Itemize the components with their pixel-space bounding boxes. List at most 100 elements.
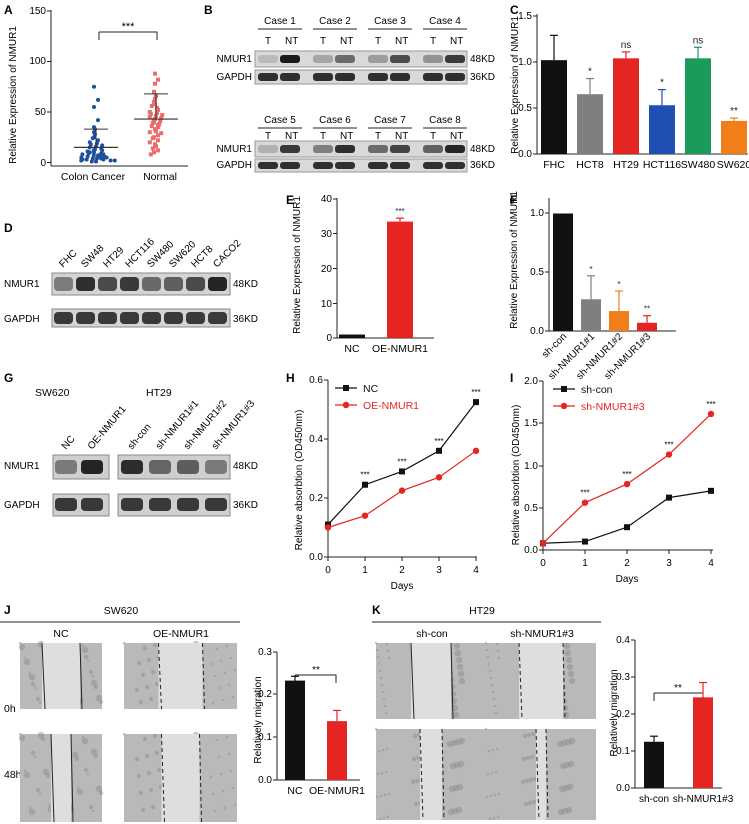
blot-band-nmur1 <box>121 460 143 474</box>
case-label: Case 6 <box>319 115 351 126</box>
blot-band-nmur1 <box>55 460 77 474</box>
bar <box>541 60 567 154</box>
scatter-point <box>90 136 95 141</box>
cell-texture <box>209 775 213 779</box>
panel-c-ytick: 0.0 <box>518 149 532 160</box>
cell-texture <box>378 669 382 673</box>
case-label: Case 8 <box>429 115 461 126</box>
blot-band-gapdh <box>142 312 161 324</box>
wound-edge <box>410 642 415 720</box>
case-label: Case 3 <box>374 16 406 27</box>
cell-texture <box>38 701 42 705</box>
series-point <box>582 538 588 545</box>
panel-i-ytick: 0.0 <box>524 545 538 556</box>
scatter-point <box>96 138 100 143</box>
cell-texture <box>93 684 99 690</box>
panel-i-xlabel: Days <box>616 574 639 585</box>
cell-texture <box>23 656 27 660</box>
cell-texture <box>486 772 490 776</box>
blot-band-nmur1 <box>54 277 73 291</box>
cell-texture <box>209 662 213 666</box>
cell-texture <box>568 737 576 745</box>
scatter-point <box>147 115 152 120</box>
cell-texture <box>23 771 31 779</box>
scatter-point <box>92 84 96 89</box>
cell-texture <box>381 690 385 694</box>
bar <box>721 120 747 154</box>
panel-f-ytick: 0.5 <box>530 267 544 278</box>
cell-texture <box>487 749 491 753</box>
cell-texture <box>154 750 160 756</box>
panel-k-ytick: 0.2 <box>616 709 630 720</box>
scatter-point <box>89 159 94 164</box>
scatter-point <box>80 152 85 157</box>
panel-k-col-sh3: sh-NMUR1#3 <box>510 628 574 640</box>
panel-h-xtick: 0 <box>325 565 331 576</box>
panel-h-ytick: 0.4 <box>309 434 323 445</box>
cell-texture <box>152 642 158 648</box>
panel-g-group-ht29: HT29 <box>146 387 172 399</box>
scatter-point <box>150 121 155 126</box>
cell-texture <box>374 641 378 645</box>
cell-texture <box>91 674 95 678</box>
panel-a-ytick: 150 <box>29 6 46 17</box>
cell-texture <box>382 697 386 701</box>
panel-h-xticks <box>327 557 477 561</box>
cell-texture <box>221 789 225 793</box>
blot-strip <box>51 272 231 296</box>
panel-g-kd-48: 48KD <box>233 461 258 472</box>
wound-gap <box>158 643 203 709</box>
series-point <box>623 480 631 488</box>
case-label: Case 4 <box>429 16 461 27</box>
panel-j-yticks <box>273 651 277 781</box>
blot-band-gapdh <box>335 162 355 169</box>
panel-g-row-gapdh: GAPDH <box>4 500 40 511</box>
cell-texture <box>377 749 381 753</box>
cell-texture <box>567 760 575 768</box>
cell-texture <box>152 733 158 739</box>
cell-texture <box>379 794 383 798</box>
cell-texture <box>496 815 500 819</box>
cell-texture <box>493 704 497 708</box>
scatter-point <box>156 125 161 130</box>
scatter-point <box>104 155 109 160</box>
legend-marker <box>343 385 349 391</box>
cell-texture <box>148 696 154 702</box>
lane-nt-label: NT <box>450 36 463 47</box>
case-label: Case 5 <box>264 115 296 126</box>
panel-h-ytick: 0.2 <box>309 493 323 504</box>
panel-k-ylabel: Relatively migration <box>609 669 620 756</box>
cell-texture <box>219 659 223 663</box>
panel-a-sig: *** <box>122 21 136 33</box>
panel-j-sig: ** <box>312 665 320 676</box>
cell-texture <box>529 754 535 760</box>
panel-g-bands <box>55 460 227 511</box>
scatter-point <box>151 118 156 123</box>
significance-label: *** <box>471 388 480 397</box>
series-point <box>436 447 442 454</box>
panel-b-row-gapdh: GAPDH <box>216 72 252 83</box>
panel-i-ytick: 1.0 <box>524 461 538 472</box>
cell-texture <box>28 671 32 675</box>
cell-texture <box>23 769 27 773</box>
cell-texture <box>136 660 142 666</box>
cell-texture <box>387 656 391 660</box>
lane-t-label: T <box>320 131 326 142</box>
cell-texture <box>489 794 493 798</box>
wound-edge <box>50 733 55 823</box>
cell-texture <box>387 792 391 796</box>
cell-texture <box>562 711 570 719</box>
cell-texture <box>144 684 150 690</box>
blot-band-nmur1 <box>280 145 300 153</box>
cell-texture <box>386 649 390 653</box>
lane-t-label: T <box>375 131 381 142</box>
wound-edge <box>545 728 549 821</box>
cell-texture <box>71 751 79 759</box>
blot-band-gapdh <box>120 312 139 324</box>
wound-gap <box>42 643 80 709</box>
scatter-point <box>147 140 152 145</box>
significance-label: * <box>589 265 592 274</box>
cell-texture <box>485 648 489 652</box>
panel-c: Relative Expression of NMUR1 0.0 0.5 1.0… <box>510 11 749 171</box>
scatter-point <box>85 154 90 159</box>
